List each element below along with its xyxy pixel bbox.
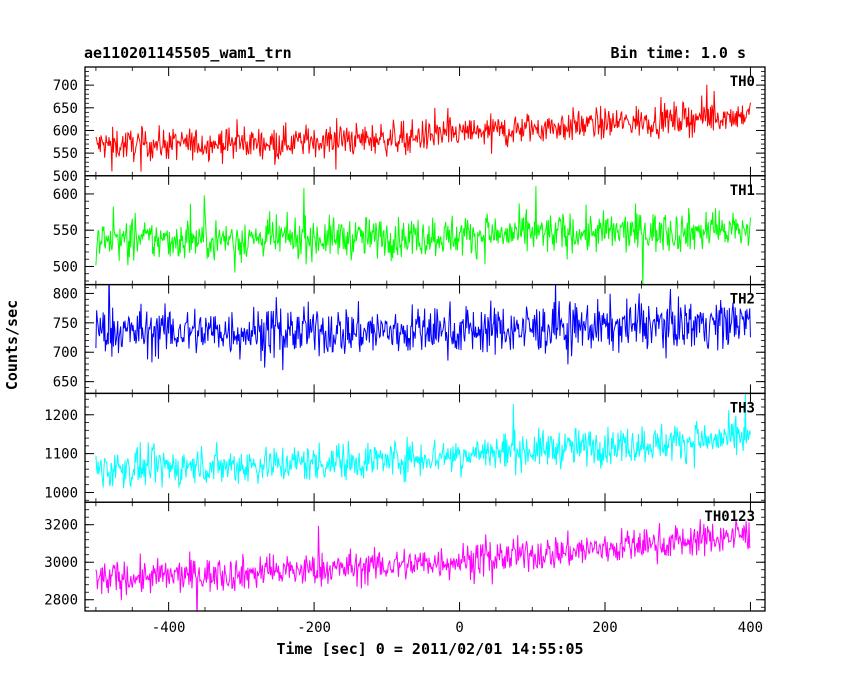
- y-tick-label: 500: [53, 169, 78, 185]
- y-tick-label: 650: [53, 375, 78, 391]
- panel-name-th0123: TH0123: [704, 509, 755, 525]
- panel-th1: 500 550 600 TH1: [53, 175, 766, 286]
- x-tick-label: 0: [455, 620, 463, 636]
- panel-name-th2: TH2: [730, 292, 755, 308]
- x-axis-label: Time [sec] 0 = 2011/02/01 14:55:05: [276, 640, 583, 658]
- plot-title-right: Bin time: 1.0 s: [610, 44, 746, 62]
- plot-title-left: ae110201145505_wam1_trn: [84, 44, 292, 62]
- panel-name-th0: TH0: [730, 74, 755, 90]
- panel-frame: [84, 501, 766, 612]
- y-tick-label: 750: [53, 316, 78, 332]
- y-tick-label: 800: [53, 286, 78, 302]
- series-line-th0123: [95, 519, 751, 612]
- y-tick-label: 600: [53, 123, 78, 139]
- panel-th0123: 2800 3000 3200 TH0123: [44, 501, 766, 612]
- series-line-th2: [95, 284, 751, 371]
- y-tick-label: 3000: [44, 555, 78, 571]
- x-tick-label: 400: [738, 620, 763, 636]
- x-tick-label: 200: [592, 620, 617, 636]
- panel-name-th3: TH3: [730, 400, 755, 416]
- y-tick-label: 3200: [44, 518, 78, 534]
- panel-th0: 500 550 600 650 700 TH0: [53, 66, 766, 185]
- y-tick-label: 650: [53, 101, 78, 117]
- y-tick-label: 2800: [44, 593, 78, 609]
- x-tick-label: -200: [297, 620, 331, 636]
- series-line-th1: [95, 186, 751, 285]
- series-line-th0: [95, 84, 751, 172]
- panel-name-th1: TH1: [730, 183, 755, 199]
- y-tick-label: 600: [53, 187, 78, 203]
- panel-frame: [84, 392, 766, 503]
- y-tick-label: 1200: [44, 408, 78, 424]
- series-line-th3: [95, 393, 751, 489]
- panel-th3: 1000 1100 1200 TH3: [44, 392, 766, 503]
- x-tick-label: -400: [152, 620, 186, 636]
- y-tick-label: 1100: [44, 447, 78, 463]
- y-tick-label: 700: [53, 78, 78, 94]
- y-tick-label: 550: [53, 223, 78, 239]
- panels-group: 500 550 600 650 700 TH0 500 550 600 TH1 650 700 750 8…: [44, 66, 766, 636]
- y-axis-label: Counts/sec: [3, 300, 21, 390]
- y-tick-label: 550: [53, 146, 78, 162]
- panel-th2: 650 700 750 800 TH2: [53, 283, 766, 395]
- y-tick-label: 1000: [44, 485, 78, 501]
- y-tick-label: 500: [53, 259, 78, 275]
- y-tick-label: 700: [53, 345, 78, 361]
